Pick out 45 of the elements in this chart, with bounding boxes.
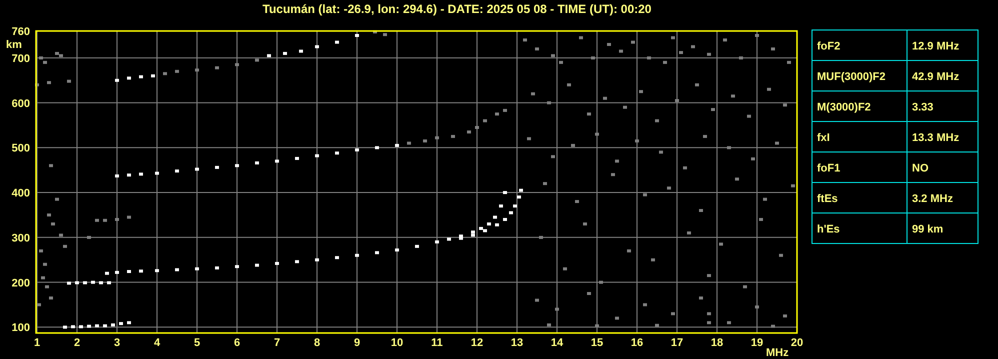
x-tick-label: 9 [354, 337, 360, 349]
x-tick-label: 3 [114, 337, 120, 349]
x-tick-label: 20 [790, 337, 804, 349]
text: h'Es [817, 223, 840, 236]
x-tick-label: 4 [154, 337, 161, 349]
x-tick-label: 18 [710, 337, 724, 349]
x-tick-label: 16 [630, 337, 644, 349]
text: M(3000)F2 [817, 101, 871, 114]
y-tick-label: 400 [12, 188, 30, 200]
x-axis-title: MHz [766, 347, 790, 359]
x-tick-label: 1 [34, 337, 40, 349]
text: 42.9 MHz [912, 70, 960, 83]
x-tick-label: 19 [750, 337, 764, 349]
x-tick-label: 10 [390, 337, 404, 349]
y-tick-label: 760 [12, 26, 30, 38]
x-tick-label: 11 [431, 337, 443, 349]
x-tick-label: 2 [74, 337, 80, 349]
x-tick-label: 5 [194, 337, 200, 349]
text: NO [912, 162, 929, 174]
y-tick-label: 700 [12, 52, 30, 65]
y-axis-title: km [6, 39, 22, 51]
text: 12.9 MHz [912, 40, 960, 52]
text: foF1 [817, 162, 840, 174]
y-tick-label: 600 [12, 98, 30, 110]
text: foF2 [817, 40, 840, 52]
text: 99 km [912, 223, 944, 236]
x-tick-label: 12 [470, 337, 484, 349]
y-tick-label: 100 [12, 322, 30, 334]
x-tick-label: 8 [314, 337, 320, 349]
text: ftEs [817, 192, 838, 205]
text: fxI [817, 132, 830, 144]
x-tick-label: 14 [550, 337, 564, 349]
text: 3.33 [912, 101, 934, 114]
text: MUF(3000)F2 [817, 70, 886, 83]
chart-title: Tucumán (lat: -26.9, lon: 294.6) - DATE: 2025 05 08 - TIME (UT): 00:20 [262, 2, 652, 16]
x-tick-label: 13 [510, 337, 524, 349]
text: 13.3 MHz [912, 132, 960, 144]
x-tick-label: 6 [234, 337, 240, 349]
text: 3.2 MHz [912, 192, 954, 205]
x-tick-label: 7 [274, 337, 280, 349]
x-tick-label: 17 [670, 337, 684, 349]
y-tick-label: 300 [12, 232, 30, 244]
y-tick-label: 500 [12, 142, 30, 155]
x-tick-label: 15 [590, 337, 604, 349]
y-tick-label: 200 [12, 277, 30, 290]
